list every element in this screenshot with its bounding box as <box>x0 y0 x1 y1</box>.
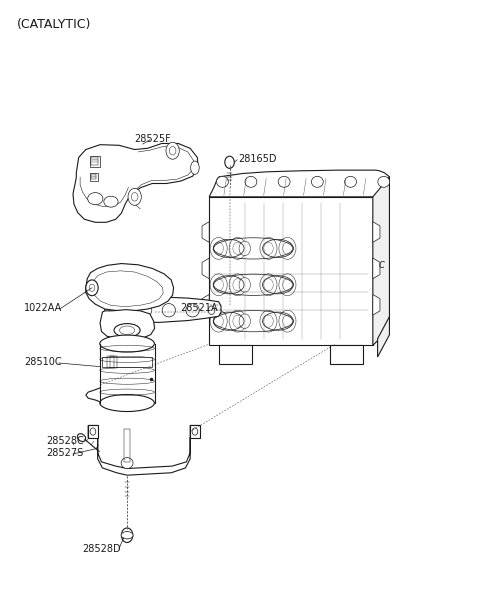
Polygon shape <box>373 177 389 345</box>
Polygon shape <box>373 222 380 242</box>
Text: C: C <box>379 261 385 269</box>
Circle shape <box>264 315 273 327</box>
Ellipse shape <box>278 176 290 187</box>
Circle shape <box>210 310 227 332</box>
Ellipse shape <box>121 458 133 469</box>
Polygon shape <box>202 222 209 242</box>
Polygon shape <box>209 197 373 345</box>
Circle shape <box>229 237 246 259</box>
Ellipse shape <box>345 176 357 187</box>
Circle shape <box>279 310 296 332</box>
Circle shape <box>208 306 215 315</box>
Circle shape <box>233 315 242 327</box>
Ellipse shape <box>186 304 199 317</box>
Text: 28528C: 28528C <box>47 436 84 446</box>
Circle shape <box>239 277 251 292</box>
Circle shape <box>283 242 292 255</box>
Circle shape <box>214 242 223 255</box>
Text: 28521A: 28521A <box>180 303 218 313</box>
Polygon shape <box>73 143 198 222</box>
Circle shape <box>192 428 198 435</box>
Polygon shape <box>88 425 200 475</box>
Polygon shape <box>105 297 221 323</box>
Polygon shape <box>378 316 389 357</box>
Circle shape <box>169 146 176 155</box>
Polygon shape <box>88 425 97 438</box>
Ellipse shape <box>378 176 390 187</box>
Circle shape <box>86 280 98 296</box>
Circle shape <box>229 274 246 296</box>
Circle shape <box>233 242 242 255</box>
Circle shape <box>233 278 242 291</box>
Circle shape <box>279 274 296 296</box>
Ellipse shape <box>191 161 199 174</box>
Text: 28527S: 28527S <box>47 448 84 458</box>
Polygon shape <box>86 264 174 311</box>
Text: 28525F: 28525F <box>135 134 171 144</box>
Polygon shape <box>209 170 389 197</box>
Circle shape <box>239 241 251 256</box>
Polygon shape <box>219 345 252 364</box>
Ellipse shape <box>120 326 135 335</box>
Circle shape <box>210 237 227 259</box>
Circle shape <box>260 310 277 332</box>
Circle shape <box>214 278 223 291</box>
Circle shape <box>210 274 227 296</box>
Circle shape <box>279 237 296 259</box>
Circle shape <box>90 428 96 435</box>
Circle shape <box>283 315 292 327</box>
Circle shape <box>260 274 277 296</box>
Ellipse shape <box>216 176 228 187</box>
Circle shape <box>166 142 179 159</box>
Circle shape <box>124 532 130 539</box>
Circle shape <box>132 193 138 201</box>
Polygon shape <box>190 425 200 438</box>
Ellipse shape <box>121 532 133 539</box>
Text: 28510C: 28510C <box>24 357 62 367</box>
Ellipse shape <box>115 304 128 317</box>
Text: 1022AA: 1022AA <box>24 303 62 313</box>
Circle shape <box>109 306 116 315</box>
Circle shape <box>264 278 273 291</box>
Circle shape <box>214 315 223 327</box>
Ellipse shape <box>104 196 118 207</box>
Circle shape <box>260 237 277 259</box>
Ellipse shape <box>88 193 103 205</box>
Circle shape <box>225 156 234 168</box>
Circle shape <box>121 528 133 542</box>
Ellipse shape <box>100 335 155 352</box>
Ellipse shape <box>162 304 176 317</box>
Circle shape <box>264 242 273 255</box>
Circle shape <box>283 278 292 291</box>
Circle shape <box>128 188 141 206</box>
Text: (CATALYTIC): (CATALYTIC) <box>17 18 91 31</box>
Polygon shape <box>373 294 380 315</box>
Circle shape <box>89 284 95 291</box>
Ellipse shape <box>114 324 140 337</box>
Polygon shape <box>373 258 380 278</box>
Polygon shape <box>202 294 209 315</box>
Polygon shape <box>330 345 363 364</box>
Text: 28165D: 28165D <box>239 154 277 163</box>
Circle shape <box>229 310 246 332</box>
Ellipse shape <box>245 176 257 187</box>
Ellipse shape <box>100 395 155 411</box>
Polygon shape <box>100 310 155 340</box>
Ellipse shape <box>138 304 152 317</box>
Text: 28528D: 28528D <box>83 543 121 554</box>
Ellipse shape <box>312 176 323 187</box>
Polygon shape <box>202 258 209 278</box>
Ellipse shape <box>77 434 85 441</box>
Circle shape <box>239 314 251 329</box>
